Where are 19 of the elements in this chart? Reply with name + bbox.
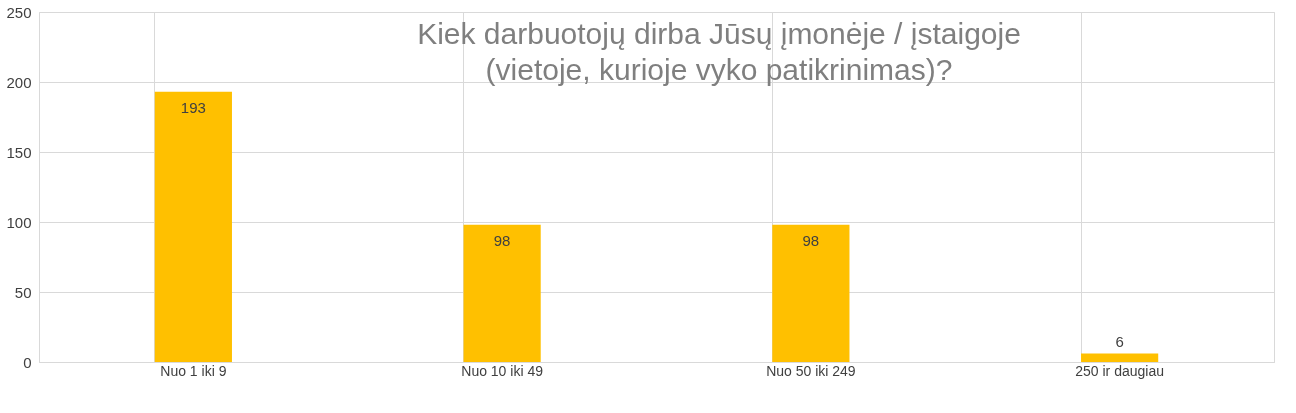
x-tick-label: Nuo 1 iki 9 — [160, 362, 227, 379]
data-label: 6 — [1115, 332, 1124, 350]
y-tick-label: 100 — [6, 213, 32, 231]
x-tick-label: Nuo 50 iki 249 — [766, 362, 856, 379]
data-label: 98 — [802, 231, 820, 249]
bar — [154, 91, 232, 362]
bar — [772, 224, 850, 362]
x-tick-label: Nuo 10 iki 49 — [461, 362, 544, 379]
y-tick-label: 200 — [6, 73, 32, 91]
text: Kiek darbuotojų dirba Jūsų įmonėje / įstaigoje (vietoje, kurioje vyko patikrinimas)? — [417, 17, 1021, 86]
data-label: 193 — [180, 98, 206, 116]
y-tick-label: 150 — [6, 143, 32, 161]
bar — [463, 224, 541, 362]
y-tick-label: 50 — [14, 283, 32, 301]
y-tick-label: 0 — [23, 353, 32, 371]
data-label: 98 — [493, 231, 511, 249]
x-tick-label: 250 ir daugiau — [1075, 362, 1164, 379]
y-tick-label: 250 — [6, 3, 32, 21]
bar — [1081, 353, 1159, 362]
